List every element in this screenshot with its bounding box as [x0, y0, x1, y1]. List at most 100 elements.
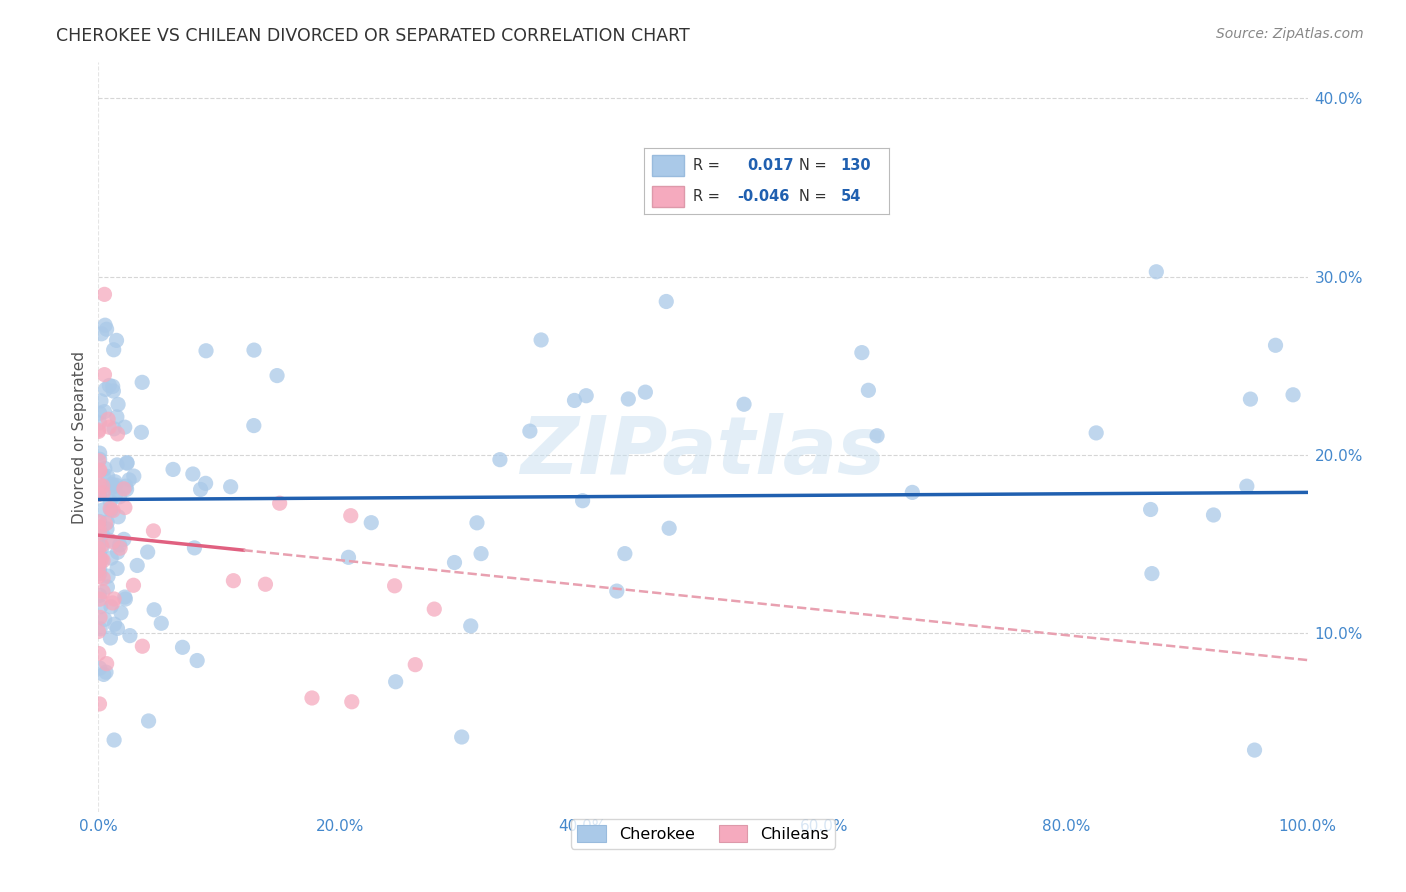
- Point: [613, 547, 636, 561]
- FancyBboxPatch shape: [651, 186, 683, 207]
- Point: [114, 590, 136, 604]
- Point: [266, 368, 288, 383]
- Point: [194, 476, 217, 491]
- Point: [301, 690, 323, 705]
- Point: [115, 479, 138, 493]
- Point: [89, 588, 111, 602]
- Point: [606, 584, 628, 599]
- Point: [94, 483, 117, 497]
- Point: [101, 379, 124, 393]
- Point: [101, 596, 124, 610]
- Point: [851, 345, 873, 359]
- Point: [87, 558, 110, 572]
- Point: [94, 665, 117, 680]
- Point: [91, 468, 114, 483]
- Point: [1144, 265, 1167, 279]
- Point: [93, 612, 115, 626]
- Point: [183, 541, 205, 555]
- Point: [87, 477, 110, 491]
- Point: [87, 425, 110, 439]
- Point: [91, 479, 114, 493]
- Point: [91, 527, 114, 541]
- Point: [1236, 479, 1258, 493]
- Point: [98, 378, 121, 392]
- Point: [195, 343, 218, 358]
- Point: [269, 496, 291, 510]
- Point: [901, 485, 924, 500]
- Point: [98, 501, 121, 516]
- Point: [87, 624, 110, 639]
- Point: [105, 561, 128, 575]
- Point: [89, 622, 111, 636]
- Point: [105, 409, 128, 424]
- Point: [89, 556, 111, 570]
- Point: [87, 552, 110, 566]
- Point: [101, 480, 124, 494]
- Point: [519, 424, 541, 438]
- Point: [89, 592, 111, 607]
- Point: [460, 619, 482, 633]
- Point: [89, 446, 111, 460]
- Point: [571, 493, 593, 508]
- Point: [122, 578, 145, 592]
- Point: [118, 473, 141, 487]
- Point: [360, 516, 382, 530]
- Point: [89, 610, 111, 624]
- Point: [489, 452, 512, 467]
- Point: [384, 579, 406, 593]
- Point: [89, 416, 111, 430]
- Point: [142, 524, 165, 538]
- Point: [384, 674, 406, 689]
- Point: [103, 343, 125, 357]
- Point: [94, 461, 117, 475]
- Point: [89, 463, 111, 477]
- Point: [100, 551, 122, 566]
- Point: [110, 606, 132, 620]
- Point: [107, 545, 129, 559]
- Point: [118, 629, 141, 643]
- Point: [90, 393, 112, 408]
- Point: [107, 397, 129, 411]
- Text: ZIPatlas: ZIPatlas: [520, 413, 886, 491]
- Point: [530, 333, 553, 347]
- Point: [103, 617, 125, 632]
- Point: [90, 552, 112, 566]
- Text: 0.017: 0.017: [747, 158, 794, 173]
- Point: [150, 616, 173, 631]
- Point: [89, 566, 111, 581]
- Point: [243, 418, 266, 433]
- Point: [98, 494, 121, 508]
- Point: [181, 467, 204, 481]
- FancyBboxPatch shape: [651, 155, 683, 176]
- Point: [108, 538, 131, 552]
- Point: [91, 584, 114, 599]
- Point: [93, 368, 115, 382]
- Point: [87, 569, 110, 583]
- Point: [96, 580, 118, 594]
- Point: [115, 456, 138, 470]
- Point: [127, 558, 149, 573]
- Point: [162, 462, 184, 476]
- Point: [1282, 388, 1305, 402]
- Point: [1139, 502, 1161, 516]
- Text: 54: 54: [841, 189, 860, 204]
- Point: [404, 657, 426, 672]
- Point: [89, 551, 111, 566]
- Point: [97, 469, 120, 483]
- Point: [465, 516, 488, 530]
- Point: [104, 478, 127, 492]
- Point: [172, 640, 194, 655]
- Point: [112, 482, 135, 496]
- Point: [107, 426, 129, 441]
- Point: [87, 563, 110, 577]
- Point: [90, 539, 112, 553]
- Point: [103, 591, 125, 606]
- Point: [101, 503, 124, 517]
- Point: [655, 294, 678, 309]
- Point: [96, 516, 118, 530]
- Point: [114, 420, 136, 434]
- Point: [87, 515, 110, 529]
- Point: [340, 695, 363, 709]
- Point: [108, 490, 131, 504]
- Text: R =: R =: [693, 189, 720, 204]
